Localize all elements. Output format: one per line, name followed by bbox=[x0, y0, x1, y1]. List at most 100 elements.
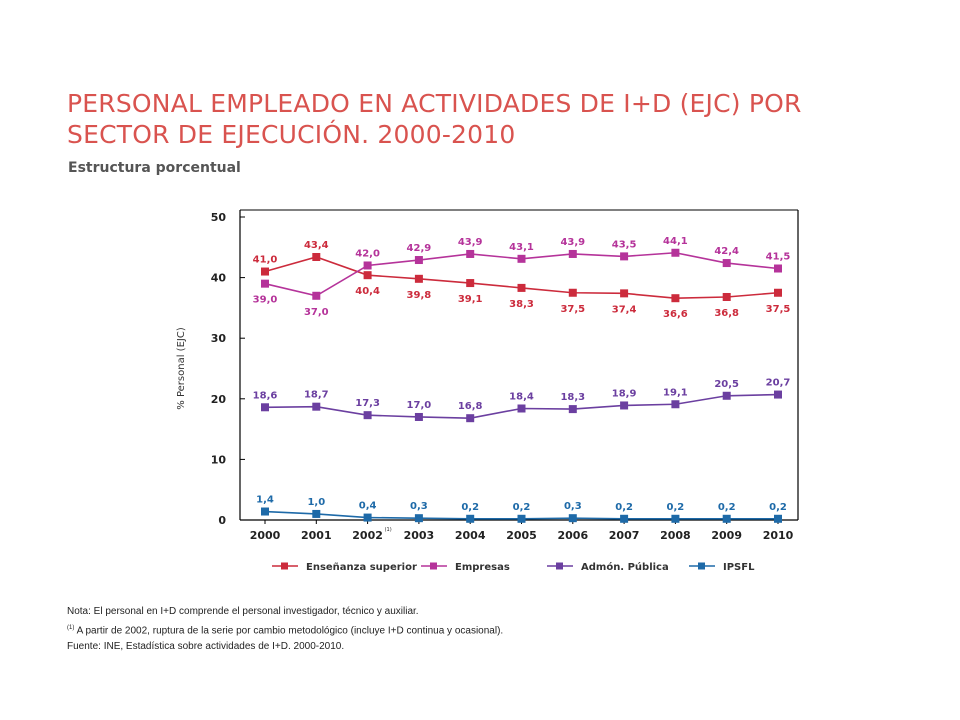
data-label: 43,1 bbox=[509, 242, 534, 253]
x-tick-label: 2003 bbox=[404, 529, 435, 542]
data-label: 0,2 bbox=[718, 502, 736, 513]
footnote-mark: (1) bbox=[67, 625, 75, 631]
chart-notes: Nota: El personal en I+D comprende el pe… bbox=[67, 604, 767, 655]
data-label: 43,9 bbox=[458, 237, 483, 248]
data-point bbox=[517, 514, 526, 523]
data-label: 17,3 bbox=[355, 398, 380, 409]
data-label: 39,8 bbox=[407, 290, 432, 301]
data-label: 42,4 bbox=[714, 246, 739, 257]
legend-label: Admón. Pública bbox=[581, 561, 669, 573]
note-line: (1) A partir de 2002, ruptura de la seri… bbox=[67, 620, 767, 639]
data-point bbox=[414, 256, 423, 265]
data-point bbox=[620, 252, 629, 261]
data-point bbox=[261, 403, 269, 412]
line-chart: 0 10 20 30 40 50 % Personal (EJC) 2000 2001 2002(… bbox=[176, 209, 799, 573]
x-tick-label: 2010 bbox=[763, 529, 794, 542]
data-point bbox=[363, 271, 372, 280]
data-point bbox=[312, 252, 321, 261]
data-point bbox=[722, 391, 731, 400]
data-label: 0,2 bbox=[615, 502, 633, 513]
x-tick-label: 2009 bbox=[711, 529, 742, 542]
data-point bbox=[568, 249, 577, 258]
chart-subtitle: Estructura porcentual bbox=[68, 160, 241, 176]
x-tick-label: 2001 bbox=[301, 529, 332, 542]
data-point bbox=[517, 283, 526, 292]
legend-label: Empresas bbox=[455, 562, 510, 573]
chart-title: PERSONAL EMPLEADO EN ACTIVIDADES DE I+D … bbox=[67, 89, 802, 149]
data-point bbox=[466, 249, 475, 258]
data-label: 20,7 bbox=[766, 378, 791, 389]
data-label: 41,0 bbox=[253, 255, 278, 266]
data-label: 37,5 bbox=[560, 304, 585, 315]
x-tick-label: 2004 bbox=[455, 529, 486, 542]
data-label: 41,5 bbox=[766, 252, 791, 263]
x-tick-label: 2006 bbox=[557, 529, 588, 542]
data-point bbox=[466, 279, 475, 288]
data-label: 42,9 bbox=[407, 243, 432, 254]
y-tick-label: 10 bbox=[211, 453, 227, 466]
data-point bbox=[261, 279, 269, 288]
data-label: 39,0 bbox=[253, 295, 278, 306]
data-point bbox=[363, 261, 372, 270]
y-tick-label: 50 bbox=[211, 211, 227, 224]
data-point bbox=[774, 514, 782, 523]
x-tick-label: 2005 bbox=[506, 529, 537, 542]
data-label: 0,3 bbox=[564, 501, 582, 512]
data-point bbox=[466, 414, 475, 423]
data-label: 20,5 bbox=[714, 379, 739, 390]
data-point bbox=[414, 514, 423, 523]
data-point bbox=[363, 411, 372, 420]
data-point bbox=[671, 514, 680, 523]
data-point bbox=[671, 400, 680, 409]
legend-marker bbox=[556, 562, 563, 570]
source-line: Fuente: INE, Estadística sobre actividad… bbox=[67, 641, 345, 653]
data-label: 39,1 bbox=[458, 294, 483, 305]
data-point bbox=[620, 514, 629, 523]
data-label: 40,4 bbox=[355, 286, 380, 297]
data-point bbox=[261, 507, 269, 516]
data-point bbox=[568, 288, 577, 297]
x-tick-footnote: (1) bbox=[385, 527, 392, 533]
data-point bbox=[620, 401, 629, 410]
data-label: 0,2 bbox=[461, 502, 479, 513]
data-label: 43,5 bbox=[612, 239, 637, 250]
data-label: 18,6 bbox=[253, 390, 278, 401]
data-point bbox=[722, 259, 731, 268]
data-label: 16,8 bbox=[458, 401, 483, 412]
data-label: 18,9 bbox=[612, 388, 637, 399]
data-label: 37,4 bbox=[612, 304, 637, 315]
data-point bbox=[261, 267, 269, 276]
data-point bbox=[671, 294, 680, 303]
data-label: 38,3 bbox=[509, 299, 534, 310]
y-tick-label: 0 bbox=[218, 514, 226, 527]
data-point bbox=[414, 412, 423, 421]
legend-label: Enseñanza superior bbox=[306, 562, 417, 573]
data-label: 1,0 bbox=[307, 497, 325, 508]
data-point bbox=[620, 289, 629, 298]
note-line: Nota: El personal en I+D comprende el pe… bbox=[67, 606, 419, 617]
series-line bbox=[264, 256, 779, 300]
data-label: 1,4 bbox=[256, 495, 274, 506]
data-point bbox=[312, 402, 321, 411]
data-point bbox=[363, 513, 372, 522]
data-point bbox=[774, 288, 782, 297]
y-axis-title: % Personal (EJC) bbox=[176, 327, 187, 410]
data-label: 18,7 bbox=[304, 390, 329, 401]
data-label: 36,8 bbox=[714, 308, 739, 319]
x-tick-label: 2000 bbox=[250, 529, 281, 542]
data-label: 17,0 bbox=[407, 400, 432, 411]
data-point bbox=[568, 405, 577, 414]
data-point bbox=[774, 264, 782, 273]
data-label: 0,2 bbox=[769, 502, 787, 513]
data-point bbox=[517, 404, 526, 413]
y-tick-label: 40 bbox=[211, 272, 227, 285]
legend-marker bbox=[698, 562, 705, 570]
data-label: 18,4 bbox=[509, 391, 534, 402]
data-point bbox=[722, 514, 731, 523]
data-label: 37,5 bbox=[766, 304, 791, 315]
data-point bbox=[568, 514, 577, 523]
data-label: 0,2 bbox=[667, 502, 685, 513]
data-point bbox=[466, 514, 475, 523]
x-tick-label: 2007 bbox=[609, 529, 640, 542]
data-label: 36,6 bbox=[663, 309, 688, 320]
